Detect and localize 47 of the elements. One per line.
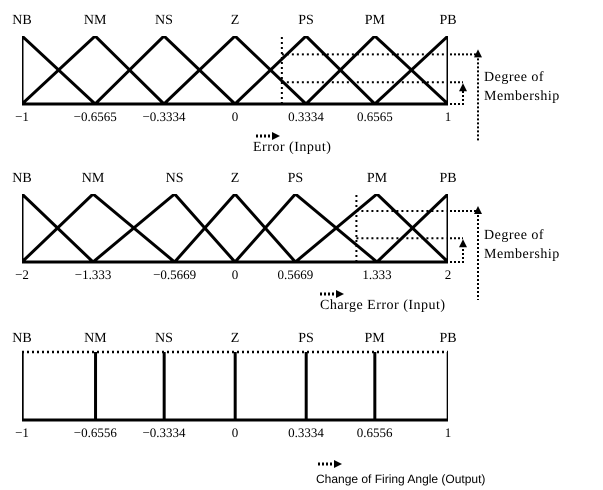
x-tick-label: 2 (444, 267, 452, 282)
x-tick-label: −0.6556 (74, 425, 118, 440)
x-tick-label: 0.3334 (288, 425, 324, 440)
x-tick-label: −0.6565 (74, 109, 117, 124)
x-tick-label: 1.333 (362, 267, 392, 282)
series-label: PB (439, 13, 457, 28)
x-axis-title: Charge Error (Input) (320, 298, 446, 314)
x-tick-label: 1 (444, 425, 452, 440)
annotation: NS (155, 331, 173, 346)
annotation: NB (12, 331, 32, 346)
series-label: NS (166, 171, 184, 186)
series-label: NM (82, 171, 105, 186)
text: Degree of Membership (484, 69, 561, 106)
series-label: PM (364, 13, 386, 28)
annotation: PM (364, 331, 386, 346)
series-label: PS (288, 171, 304, 186)
series-label: PB (439, 171, 457, 186)
annotation: PS (298, 331, 314, 346)
series-label: NB (12, 13, 32, 28)
x-tick-label: −1 (15, 109, 29, 124)
series-label: PM (366, 171, 388, 186)
x-tick-label: 0.3334 (288, 109, 324, 124)
x-tick-label: −2 (15, 267, 29, 282)
x-tick-label: 0 (232, 267, 238, 282)
x-axis-title: Change of Firing Angle (Output) (316, 472, 486, 486)
series-label: Z (230, 171, 240, 186)
series-label: NB (12, 171, 32, 186)
series-label: NM (84, 13, 107, 28)
text: Degree of Membership (484, 227, 561, 264)
series-label: Z (230, 13, 240, 28)
annotation: NM (84, 331, 108, 346)
x-axis-title: Error (Input) (253, 140, 332, 156)
x-tick-label: −1.333 (74, 267, 112, 282)
x-tick-label: 0.6556 (356, 425, 394, 440)
x-tick-label: 0.6565 (356, 109, 393, 124)
x-tick-label: −0.3334 (142, 425, 186, 440)
x-tick-label: 0 (232, 425, 238, 440)
series-label: PS (298, 13, 314, 28)
x-tick-label: 0 (232, 109, 238, 124)
x-tick-label: −0.3334 (142, 109, 186, 124)
x-tick-label: −0.5669 (153, 267, 196, 282)
annotation: Z (230, 331, 240, 346)
x-tick-label: 0.5669 (278, 267, 314, 282)
x-tick-label: −1 (15, 425, 29, 440)
annotation: PB (439, 331, 457, 346)
x-tick-label: 1 (444, 109, 452, 124)
series-label: NS (155, 13, 173, 28)
